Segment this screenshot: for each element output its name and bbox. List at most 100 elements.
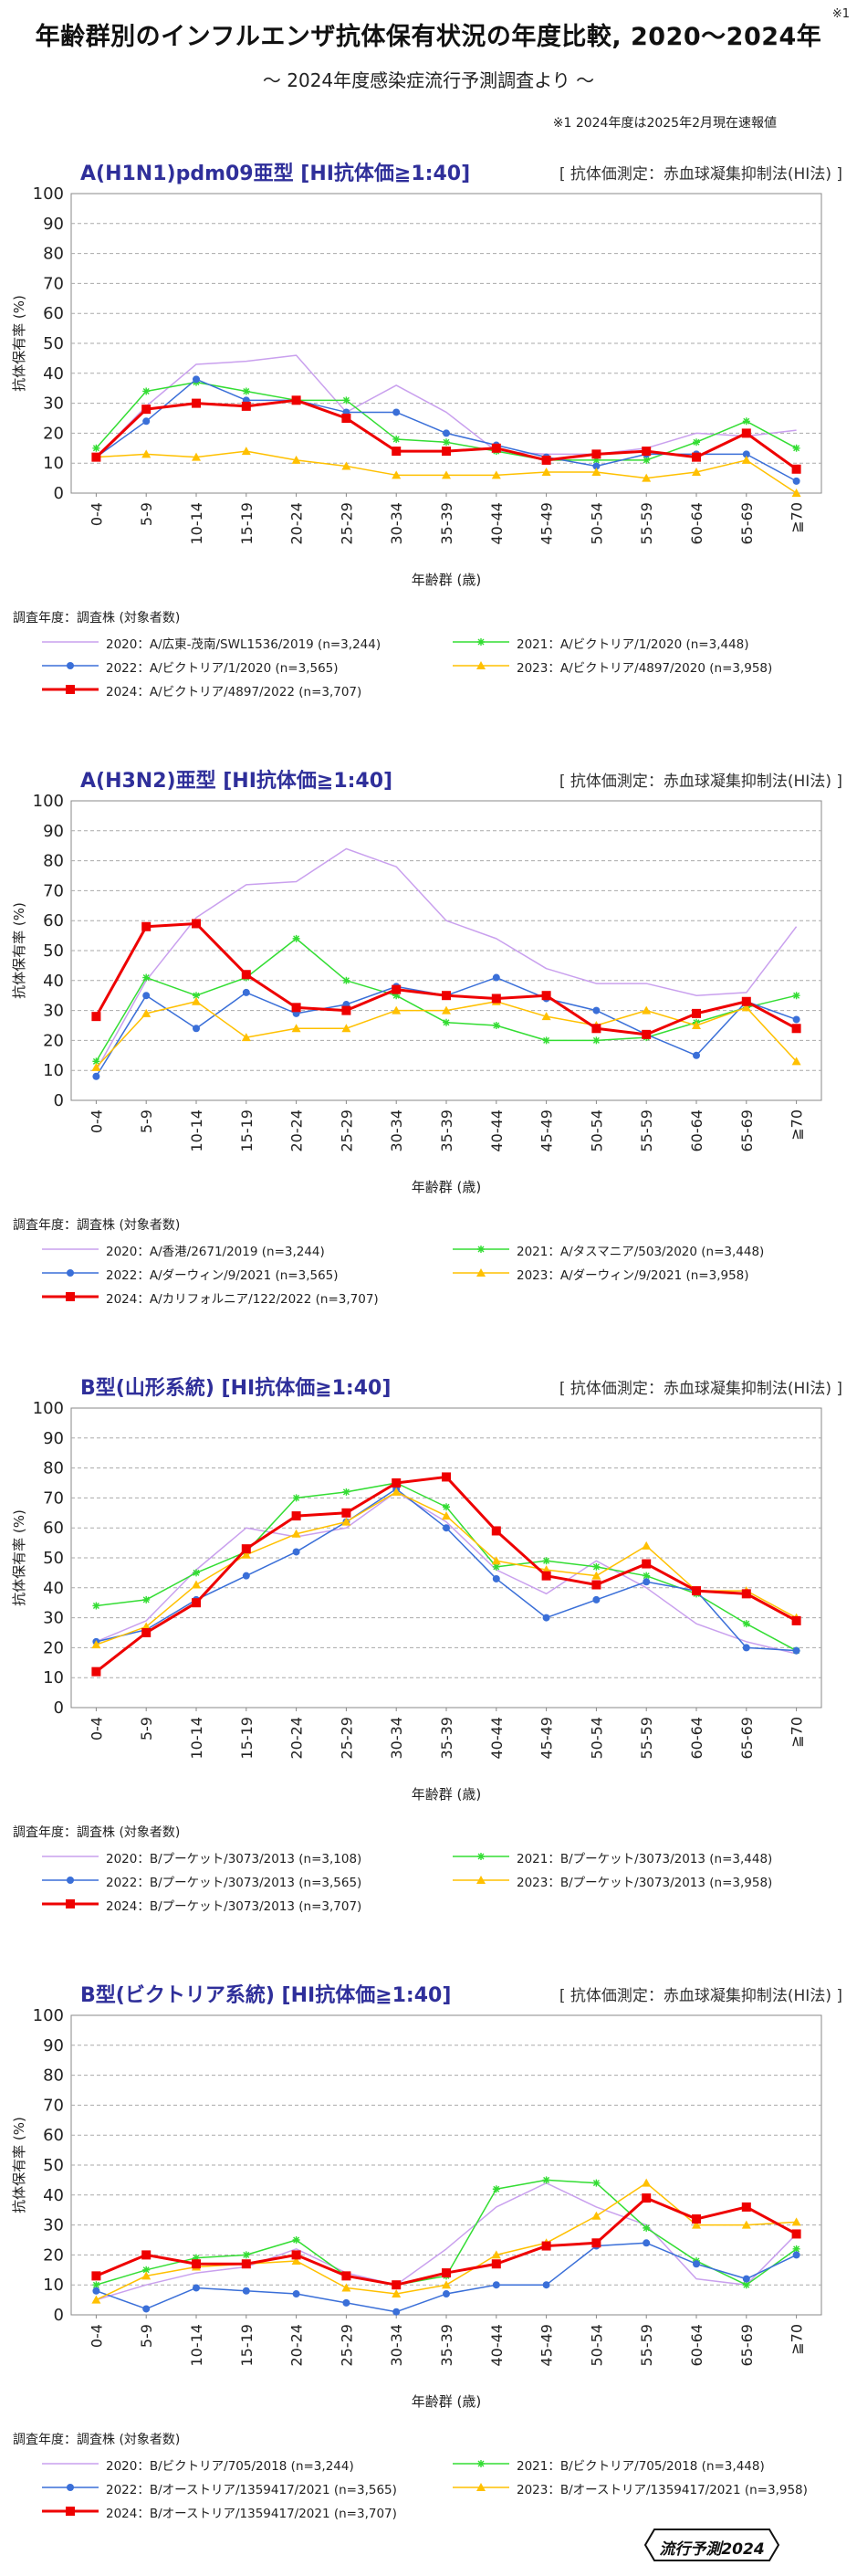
y-tick-label: 100 [33, 2006, 64, 2025]
data-point [541, 2241, 551, 2251]
x-tick-label: 10-14 [188, 502, 205, 545]
data-point [492, 1574, 500, 1582]
legend-label: 2024：A/カリフォルニア/122/2022 (n=3,707) [106, 1292, 379, 1307]
data-point [542, 1036, 550, 1045]
data-point [642, 2193, 652, 2203]
data-point [392, 447, 402, 457]
legend-swatch [453, 638, 509, 646]
data-point [642, 447, 652, 457]
y-tick-label: 80 [43, 245, 64, 264]
legend-marker [66, 2507, 75, 2516]
legend-label: 2023：B/オーストリア/1359417/2021 (n=3,958) [517, 2483, 808, 2497]
x-tick-label: 40-44 [488, 502, 506, 545]
legend-swatch [42, 641, 99, 643]
x-tick-label: 0-4 [88, 502, 105, 526]
x-tick-label: 25-29 [338, 1717, 355, 1760]
x-tick-label: 25-29 [338, 502, 355, 545]
data-point [392, 435, 401, 443]
series-line [96, 1491, 797, 1655]
data-point [591, 2238, 601, 2248]
legend-marker [66, 1899, 75, 1908]
legend-label: 2024：B/オーストリア/1359417/2021 (n=3,707) [106, 2507, 397, 2521]
y-tick-label: 80 [43, 852, 64, 871]
x-tick-label: 5-9 [138, 502, 155, 526]
page-title: 年齢群別のインフルエンザ抗体保有状況の年度比較, 2020〜2024年 [35, 23, 822, 51]
data-point [142, 2305, 151, 2313]
data-point [291, 2255, 301, 2265]
legend-swatch [42, 2507, 99, 2516]
data-point [241, 1033, 251, 1042]
data-point [442, 1511, 451, 1520]
x-tick-label: 65-69 [738, 2324, 756, 2367]
data-point [241, 1544, 251, 1554]
x-tick-label: 50-54 [588, 2324, 605, 2367]
legend-swatch [42, 1269, 99, 1277]
data-point [91, 1667, 101, 1677]
legend-marker [67, 662, 74, 669]
chart-legend: 2020：A/香港/2671/2019 (n=3,244) 2021：A/タスマニ… [0, 1237, 857, 1338]
data-point [791, 1024, 801, 1034]
y-tick-label: 100 [33, 184, 64, 204]
y-tick-label: 90 [43, 822, 64, 841]
data-point [342, 1488, 350, 1496]
chart-title: A(H3N2)亜型 [HI抗体価≧1:40] [80, 770, 393, 793]
data-point [193, 375, 200, 384]
data-point [692, 468, 701, 477]
data-point [643, 456, 651, 464]
chart-legend: 2020：B/ビクトリア/705/2018 (n=3,244) 2021：B/ビク… [0, 2452, 857, 2552]
data-point [392, 1487, 402, 1496]
data-point [542, 2281, 550, 2289]
legend-swatch [453, 1876, 509, 1884]
data-point [342, 396, 350, 405]
data-point [392, 984, 402, 994]
y-tick-label: 30 [43, 1609, 64, 1628]
data-point [341, 2271, 351, 2281]
data-point [491, 2250, 501, 2259]
data-point [792, 1015, 800, 1024]
data-point [192, 452, 201, 461]
data-point [792, 1646, 800, 1655]
y-tick-label: 20 [43, 1638, 64, 1657]
data-point [592, 2179, 601, 2187]
program-badge: 流行予測2024 [643, 2528, 780, 2562]
series-0 [96, 1491, 797, 1655]
y-tick-label: 70 [43, 274, 64, 293]
series-4 [91, 1472, 801, 1677]
data-point [443, 438, 450, 447]
legend-marker [67, 2484, 74, 2491]
series-4 [91, 919, 801, 1039]
x-tick-label: 20-24 [288, 1109, 306, 1152]
x-tick-label: 30-34 [388, 2324, 405, 2367]
chart-svg-h1n1: 0 10 20 30 40 50 60 70 80 90 100 0-4 5-9 10-14 15-19 20… [11, 184, 822, 588]
data-point [443, 1503, 450, 1511]
y-tick-label: 30 [43, 1002, 64, 1021]
x-axis-label: 年齢群 (歳) [412, 2393, 481, 2410]
data-point [92, 1072, 100, 1080]
data-point [142, 992, 151, 1000]
series-3 [91, 447, 801, 497]
data-point [292, 934, 300, 942]
data-point [241, 401, 251, 411]
chart-legend: 2020：A/広東-茂南/SWL1536/2019 (n=3,244) 2021：… [0, 630, 857, 731]
legend-label: 2021：A/タスマニア/503/2020 (n=3,448) [517, 1245, 765, 1259]
series-line [96, 2182, 798, 2301]
data-point [242, 988, 250, 996]
data-point [642, 1029, 652, 1039]
x-tick-label: 15-19 [238, 1717, 256, 1760]
data-point [692, 2214, 701, 2224]
data-point [91, 452, 101, 462]
series-0 [95, 847, 798, 1071]
legend-marker [477, 638, 485, 646]
data-point [291, 455, 301, 464]
data-point [241, 447, 251, 456]
data-point [443, 2290, 450, 2298]
data-point [792, 477, 800, 485]
data-point [291, 1529, 301, 1538]
y-tick-label: 90 [43, 1429, 64, 1448]
legend-marker [66, 685, 75, 694]
data-point [442, 470, 451, 479]
legend-label: 2024：A/ビクトリア/4897/2022 (n=3,707) [106, 685, 362, 699]
data-point [642, 473, 652, 482]
data-point [192, 1580, 201, 1589]
data-point [693, 438, 700, 447]
